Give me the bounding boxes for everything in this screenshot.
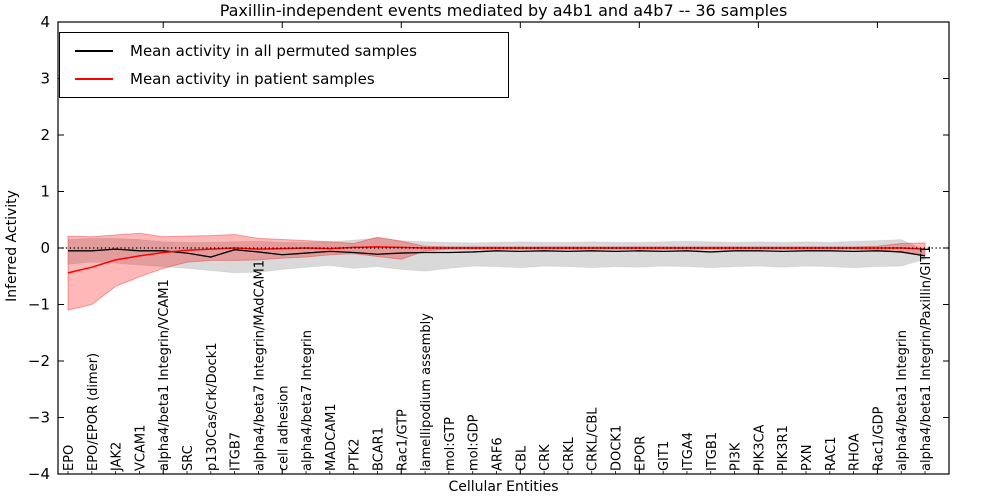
legend-line-swatch-permuted (75, 50, 113, 53)
x-tick-label: ITGB7 (229, 432, 244, 471)
x-tick-label: JAK2 (110, 442, 125, 472)
x-tick-label: CRKL/CBL (586, 407, 601, 471)
x-tick-label: CRK (538, 444, 553, 471)
x-tick-label: PXN (800, 445, 815, 471)
legend: Mean activity in all permuted samples Me… (59, 32, 509, 98)
x-tick-label: BCAR1 (371, 427, 386, 471)
x-axis-label: Cellular Entities (448, 479, 559, 495)
x-tick-label: SRC (181, 445, 196, 471)
x-tick-label: mol:GDP (467, 414, 482, 471)
y-tick-label: 4 (40, 13, 50, 31)
x-tick-label: alpha4/beta7 Integrin (300, 330, 315, 471)
x-tick-label: MADCAM1 (324, 403, 339, 471)
legend-label-patient: Mean activity in patient samples (130, 69, 375, 88)
y-tick-label: 2 (40, 126, 50, 144)
x-tick-label: p130Cas/Crk/Dock1 (205, 342, 220, 471)
x-tick-label: lamellipodium assembly (419, 313, 434, 471)
x-tick-label: EPOR (633, 436, 648, 471)
patient-mean-line (67, 246, 926, 274)
patient-band (67, 232, 926, 311)
x-tick-label: ITGA4 (681, 432, 696, 471)
permuted-band (67, 237, 926, 274)
x-tick-label: PIK3CA (752, 424, 767, 471)
y-tick-label: 3 (40, 70, 50, 88)
x-tick-label: alpha4/beta1 Integrin/VCAM1 (157, 279, 172, 471)
y-tick-label: −3 (28, 409, 50, 427)
x-tick-label: PTK2 (348, 438, 363, 471)
x-tick-label: Rac1/GTP (395, 409, 410, 471)
x-tick-label: alpha4/beta1 Integrin/Paxillin/GIT1 (919, 245, 934, 471)
x-tick-label: CBL (514, 445, 529, 471)
x-tick-label: cell adhesion (276, 385, 291, 471)
legend-item-permuted: Mean activity in all permuted samples (60, 42, 508, 60)
y-tick-label: 0 (40, 239, 50, 257)
x-tick-label: ITGB1 (705, 432, 720, 471)
permuted-mean-line (68, 248, 926, 258)
x-tick-label: mol:GTP (443, 417, 458, 471)
x-tick-label: EPO/EPOR (dimer) (86, 353, 101, 471)
legend-line-swatch-patient (75, 77, 113, 80)
x-tick-label: PIK3R1 (776, 425, 791, 471)
x-tick-label: DOCK1 (610, 425, 625, 471)
y-tick-label: −1 (28, 296, 50, 314)
y-axis-label: Inferred Activity (4, 190, 20, 302)
legend-label-permuted: Mean activity in all permuted samples (130, 42, 417, 61)
x-tick-label: PI3K (729, 442, 744, 471)
x-tick-label: VCAM1 (133, 425, 148, 471)
x-tick-label: CRKL (562, 436, 577, 471)
x-tick-label: EPO (62, 445, 77, 471)
chart-title: Paxillin-independent events mediated by … (219, 1, 788, 20)
y-tick-label: −4 (28, 465, 50, 483)
x-tick-label: alpha4/beta7 Integrin/MAdCAM1 (252, 260, 267, 471)
x-tick-label: GIT1 (657, 441, 672, 471)
x-tick-label: ARF6 (491, 437, 506, 471)
legend-item-patient: Mean activity in patient samples (60, 70, 508, 88)
x-tick-label: RAC1 (824, 436, 839, 471)
x-tick-label: RHOA (848, 433, 863, 471)
y-tick-label: 1 (40, 183, 50, 201)
y-tick-label: −2 (28, 352, 50, 370)
x-tick-label: Rac1/GDP (871, 406, 886, 471)
x-tick-label: alpha4/beta1 Integrin (895, 330, 910, 471)
